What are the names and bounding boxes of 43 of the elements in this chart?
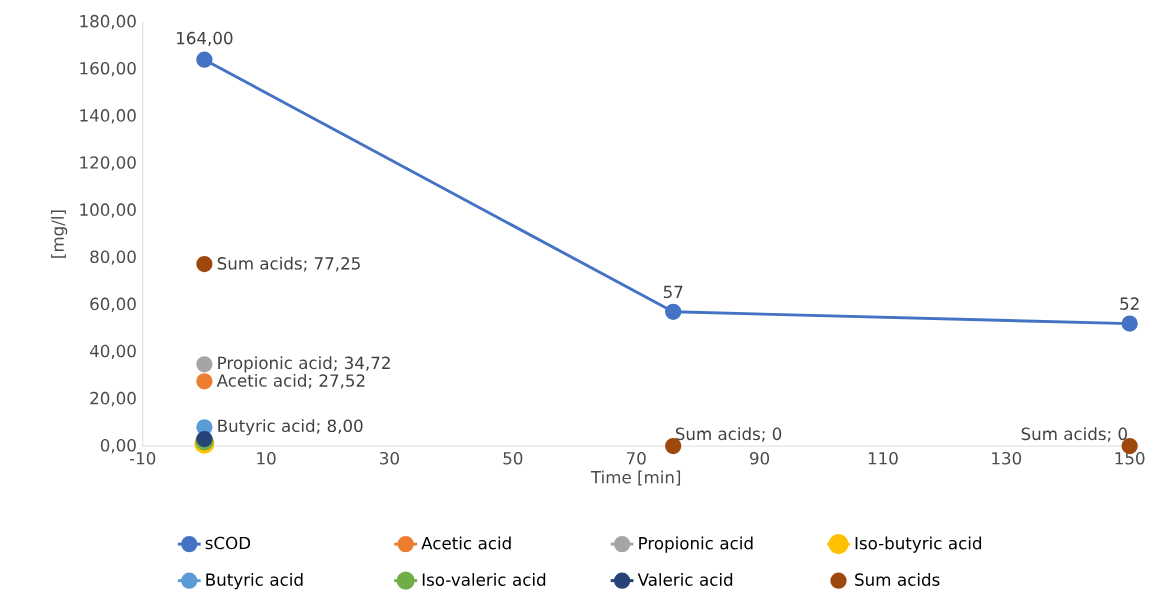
- point: [196, 255, 213, 273]
- x-tick-label: 90: [750, 451, 770, 465]
- y-tick-label: 80,00: [90, 250, 136, 265]
- y-tick-label: 120,00: [80, 156, 136, 171]
- point: [1121, 315, 1138, 332]
- data-label: Propionic acid; 34,72: [218, 356, 390, 373]
- legend-label: Iso-valeric acid: [422, 572, 546, 586]
- data-label: Butyric acid; 8,00: [218, 419, 363, 436]
- y-tick-label: 180,00: [80, 14, 136, 30]
- y-axis-title: [mg/l]: [51, 210, 68, 258]
- data-label: Acetic acid; 27,52: [216, 373, 365, 389]
- x-tick-label: 30: [380, 451, 399, 465]
- data-label: Sum acids; 0: [1021, 427, 1127, 442]
- y-tick-label: 40,00: [89, 344, 136, 359]
- x-tick-label: 70: [626, 451, 646, 465]
- y-tick-label: 60,00: [90, 297, 136, 312]
- data-label: 52: [1120, 297, 1139, 310]
- data-label: Sum acids; 0: [675, 427, 782, 442]
- x-tick-label: 50: [503, 451, 523, 465]
- legend-label: sCOD: [205, 536, 251, 550]
- y-tick-label: 0,00: [100, 438, 136, 454]
- x-tick-label: -10: [129, 451, 156, 465]
- legend-label: Sum acids: [855, 572, 940, 586]
- x-tick-label: 110: [868, 451, 898, 465]
- x-tick-label: 130: [992, 451, 1022, 465]
- data-label: 57: [663, 285, 683, 299]
- y-tick-label: 140,00: [80, 109, 136, 124]
- point: [196, 373, 213, 390]
- x-axis-title: Time [min]: [590, 470, 681, 486]
- y-tick-label: 100,00: [80, 203, 136, 218]
- legend-label: Propionic acid: [639, 536, 753, 553]
- point: [665, 303, 682, 320]
- point: [196, 51, 213, 68]
- point: [196, 356, 213, 373]
- data-label: Sum acids; 77,25: [217, 256, 360, 272]
- legend-label: Acetic acid: [421, 536, 511, 550]
- legend-label: Iso-butyric acid: [855, 536, 982, 553]
- legend-label: Valeric acid: [637, 572, 733, 586]
- y-tick-label: 20,00: [90, 391, 136, 407]
- legend-label: Butyric acid: [206, 572, 303, 590]
- data-label: 164,00: [177, 31, 233, 47]
- x-tick-label: 10: [257, 451, 276, 465]
- y-tick-label: 160,00: [80, 61, 136, 77]
